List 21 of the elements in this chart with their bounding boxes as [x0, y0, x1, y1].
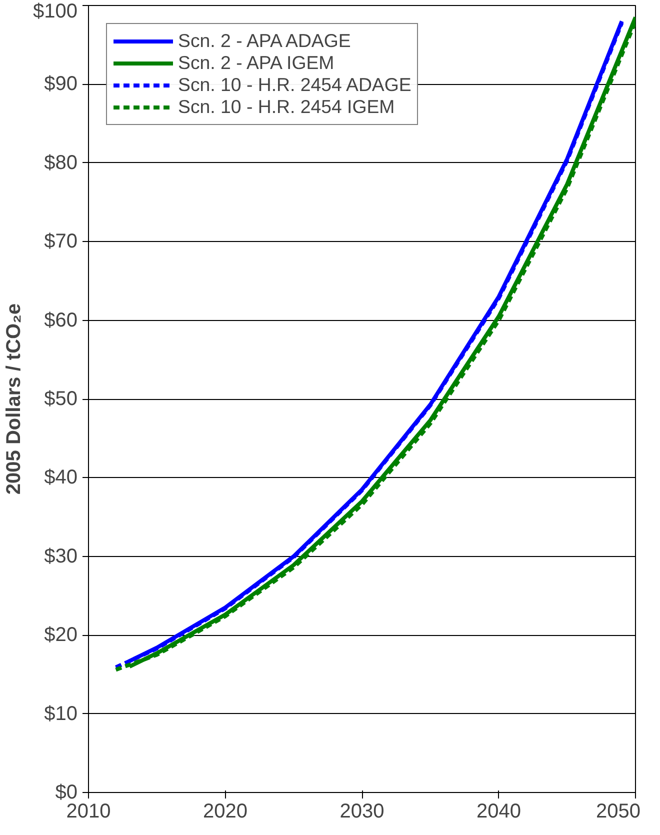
y-tick-label: $100: [33, 0, 78, 22]
legend-label: Scn. 10 - H.R. 2454 ADAGE: [178, 74, 412, 96]
y-tick-label: $50: [44, 388, 78, 410]
y-axis-title: 2005 Dollars / tCO₂e: [3, 303, 26, 495]
x-tick-label: 2040: [476, 800, 522, 822]
x-tick-label: 2010: [66, 800, 111, 822]
y-tick-label: $40: [44, 466, 78, 489]
legend-label: Scn. 2 - APA ADAGE: [178, 30, 351, 52]
y-tick-label: $60: [44, 309, 78, 332]
x-tick-label: 2020: [203, 800, 248, 822]
y-tick-label: $30: [44, 545, 78, 568]
legend-label: Scn. 10 - H.R. 2454 IGEM: [178, 96, 395, 118]
y-tick-label: $90: [44, 73, 78, 96]
y-tick-label: $0: [55, 782, 78, 804]
x-tick-label: 2030: [340, 800, 384, 822]
y-tick-label: $20: [44, 624, 78, 646]
y-tick-label: $80: [44, 152, 78, 174]
y-tick-label: $10: [44, 702, 78, 725]
x-tick-label: 2050: [596, 800, 641, 822]
y-tick-label: $70: [44, 230, 78, 253]
legend-label: Scn. 2 - APA IGEM: [178, 52, 334, 74]
